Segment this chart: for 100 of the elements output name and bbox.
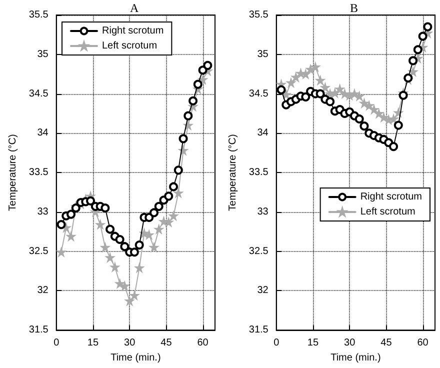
point	[310, 62, 320, 72]
y-tick-label: 34	[257, 128, 269, 139]
x-tick-label: 45	[160, 338, 172, 349]
y-tick-label: 31.5	[28, 324, 49, 336]
y-axis-title: Temperature (°C)	[228, 134, 238, 211]
point	[120, 242, 130, 252]
point	[125, 296, 134, 306]
point	[398, 90, 408, 100]
point	[174, 166, 183, 175]
point	[389, 142, 398, 152]
point	[110, 262, 120, 272]
point	[106, 224, 115, 234]
y-tick-label: 33.5	[28, 167, 49, 178]
point	[144, 230, 154, 240]
y-tick-label: 35	[37, 48, 49, 60]
point	[282, 90, 291, 100]
x-tick-label: 30	[124, 338, 136, 349]
point	[389, 114, 398, 124]
point	[66, 210, 76, 219]
point	[100, 242, 110, 252]
x-tick-label: 30	[344, 338, 356, 349]
y-tick-label: 34	[37, 128, 49, 139]
point	[120, 281, 130, 290]
point	[188, 96, 198, 106]
point	[96, 220, 105, 230]
point	[71, 204, 80, 212]
y-tick-label: 34.5	[28, 88, 49, 100]
point	[86, 196, 96, 206]
point	[369, 105, 378, 114]
y-tick-label: 33.5	[248, 167, 269, 178]
point	[193, 80, 202, 89]
point	[354, 114, 364, 124]
point	[326, 97, 335, 106]
point	[316, 76, 325, 85]
point	[178, 146, 188, 155]
y-tick-label: 35.5	[28, 10, 49, 20]
point	[408, 67, 418, 76]
y-tick-label: 33	[37, 206, 49, 218]
point	[100, 204, 110, 212]
chart-title: B	[350, 1, 358, 15]
point	[374, 108, 384, 118]
point	[413, 45, 422, 54]
point	[56, 248, 66, 257]
point	[423, 22, 432, 32]
point	[360, 122, 369, 131]
point	[408, 56, 418, 66]
point	[56, 220, 66, 230]
point	[394, 120, 403, 130]
point	[115, 235, 124, 244]
x-axis-title: Time (min.)	[110, 352, 161, 364]
point	[106, 253, 115, 262]
point	[330, 88, 340, 98]
point	[418, 32, 428, 41]
x-axis-title: Time (min.)	[330, 352, 381, 364]
x-tick-label: 15	[87, 338, 99, 349]
y-axis-title: Temperature (°C)	[8, 134, 18, 211]
x-tick-label: 15	[307, 338, 319, 349]
legend-label: Left scrotum	[360, 206, 416, 218]
x-tick-label: 60	[197, 338, 209, 349]
point	[169, 211, 178, 220]
point	[149, 242, 158, 252]
y-tick-label: 35.5	[248, 10, 269, 20]
x-tick-label: 0	[54, 338, 60, 349]
x-tick-label: 45	[380, 338, 392, 349]
y-tick-label: 33	[257, 206, 269, 218]
point	[144, 212, 154, 222]
y-tick-label: 35	[257, 48, 269, 60]
point	[164, 218, 174, 227]
y-tick-label: 34.5	[248, 88, 269, 100]
y-tick-label: 32.5	[28, 246, 49, 257]
point	[203, 60, 212, 70]
point	[184, 111, 193, 120]
point	[130, 290, 139, 300]
point	[66, 232, 76, 241]
point	[149, 208, 158, 218]
legend-label: Right scrotum	[360, 192, 422, 202]
x-tick-label: 0	[274, 338, 280, 349]
point	[134, 240, 144, 250]
point	[154, 202, 164, 211]
y-tick-label: 32.5	[248, 246, 269, 257]
legend-label: Left scrotum	[102, 40, 158, 52]
y-tick-label: 32	[37, 285, 49, 296]
point	[320, 82, 330, 92]
point	[154, 224, 164, 234]
point	[169, 182, 178, 192]
point	[364, 101, 374, 110]
point	[291, 72, 300, 82]
legend-label: Right scrotum	[102, 26, 164, 36]
point	[276, 85, 286, 94]
point	[340, 89, 350, 98]
point	[134, 263, 144, 272]
point	[130, 248, 139, 257]
point	[164, 192, 174, 201]
point	[301, 70, 310, 79]
point	[198, 75, 208, 84]
point	[286, 78, 296, 88]
chart-title: A	[130, 1, 139, 15]
y-tick-label: 32	[257, 285, 269, 296]
point	[178, 134, 188, 144]
y-tick-label: 31.5	[248, 324, 269, 336]
